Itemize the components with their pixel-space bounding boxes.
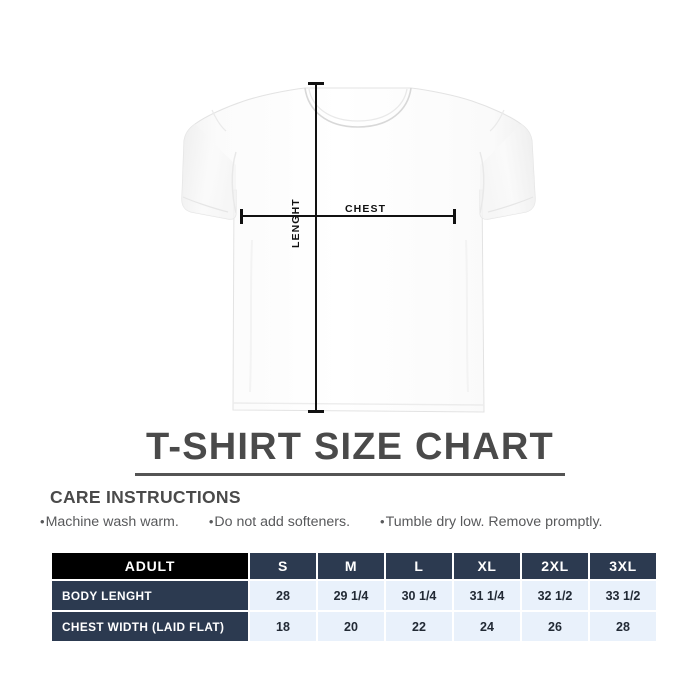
- bullet-icon: •: [40, 514, 45, 529]
- row-label-chest-width: CHEST WIDTH (LAID FLAT): [52, 612, 248, 641]
- length-measure-line: [315, 82, 317, 413]
- left-armhole-seam: [231, 151, 237, 214]
- body-length-2xl: 32 1/2: [522, 581, 588, 610]
- body-length-m: 29 1/4: [318, 581, 384, 610]
- care-instruction-item: • Tumble dry low. Remove promptly.: [380, 514, 602, 530]
- length-tick-bottom: [308, 410, 324, 413]
- size-header-xl: XL: [454, 553, 520, 579]
- left-shoulder-fold: [211, 109, 227, 132]
- body-fold-right: [465, 239, 469, 393]
- bullet-icon: •: [380, 514, 385, 529]
- chest-width-m: 20: [318, 612, 384, 641]
- size-header-3xl: 3XL: [590, 553, 656, 579]
- length-measure-label: LENGHT: [290, 198, 302, 248]
- right-shoulder-fold: [489, 109, 505, 132]
- size-header-s: S: [250, 553, 316, 579]
- table-corner-header: ADULT: [52, 553, 248, 579]
- body-length-xl: 31 1/4: [454, 581, 520, 610]
- chest-width-xl: 24: [454, 612, 520, 641]
- bottom-hem: [232, 402, 485, 406]
- left-sleeve-hem: [182, 196, 229, 213]
- left-sleeve-shade: [181, 124, 236, 220]
- body-length-3xl: 33 1/2: [590, 581, 656, 610]
- chest-tick-right: [453, 209, 456, 224]
- collar-neckline: [304, 87, 412, 128]
- care-instruction-item: • Do not add softeners.: [209, 514, 350, 530]
- size-header-2xl: 2XL: [522, 553, 588, 579]
- page-title: T-SHIRT SIZE CHART: [146, 426, 554, 468]
- title-underline: [135, 473, 565, 476]
- chest-measure-line: [241, 215, 456, 217]
- care-instruction-text: Machine wash warm.: [45, 514, 179, 530]
- care-instructions-heading: CARE INSTRUCTIONS: [50, 487, 241, 507]
- chest-tick-left: [240, 209, 243, 224]
- chest-measure-label: CHEST: [345, 203, 387, 215]
- table-header-row: ADULT S M L XL 2XL 3XL: [52, 553, 656, 579]
- shirt-body-shape: [181, 87, 536, 413]
- right-sleeve-shade: [480, 124, 536, 220]
- row-label-body-length: BODY LENGHT: [52, 581, 248, 610]
- right-armhole-seam: [479, 151, 485, 214]
- size-header-m: M: [318, 553, 384, 579]
- tshirt-illustration: LENGHT CHEST: [181, 82, 536, 413]
- size-chart-table: ADULT S M L XL 2XL 3XL BODY LENGHT 28 29…: [50, 551, 658, 643]
- care-instruction-text: Tumble dry low. Remove promptly.: [385, 514, 603, 530]
- title-block: T-SHIRT SIZE CHART: [0, 425, 700, 476]
- chest-width-3xl: 28: [590, 612, 656, 641]
- chest-width-l: 22: [386, 612, 452, 641]
- table-row: BODY LENGHT 28 29 1/4 30 1/4 31 1/4 32 1…: [52, 581, 656, 610]
- body-fold-left: [249, 239, 253, 393]
- right-sleeve-hem: [487, 196, 534, 213]
- body-length-l: 30 1/4: [386, 581, 452, 610]
- body-length-s: 28: [250, 581, 316, 610]
- care-instruction-item: • Machine wash warm.: [40, 514, 179, 530]
- table-row: CHEST WIDTH (LAID FLAT) 18 20 22 24 26 2…: [52, 612, 656, 641]
- chest-width-s: 18: [250, 612, 316, 641]
- size-header-l: L: [386, 553, 452, 579]
- care-instructions-block: CARE INSTRUCTIONS • Machine wash warm. •…: [40, 487, 660, 530]
- bullet-icon: •: [208, 514, 214, 529]
- chest-width-2xl: 26: [522, 612, 588, 641]
- length-tick-top: [308, 82, 324, 85]
- care-instruction-text: Do not add softeners.: [214, 514, 351, 530]
- care-instructions-list: • Machine wash warm. • Do not add soften…: [40, 514, 650, 530]
